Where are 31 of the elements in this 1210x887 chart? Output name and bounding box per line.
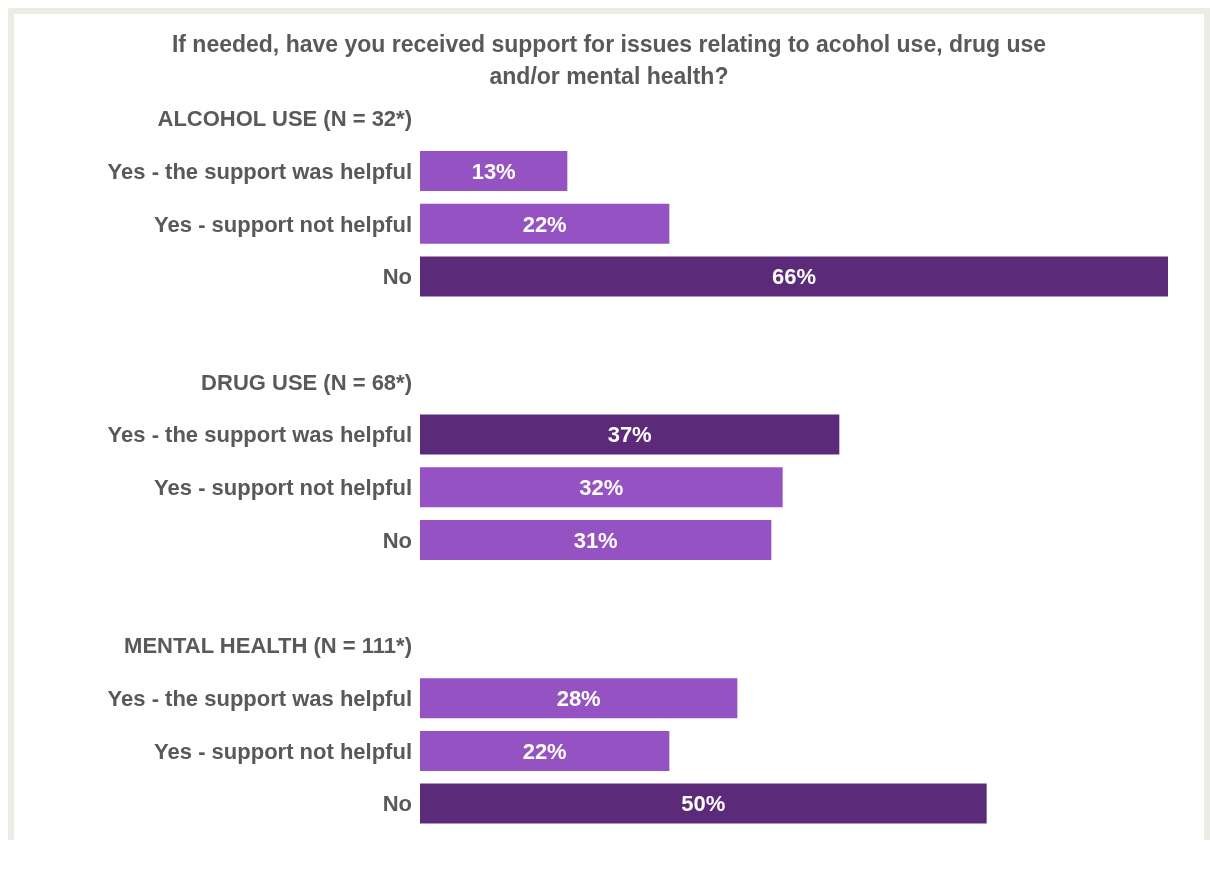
- bar: [420, 678, 738, 719]
- bar: [420, 414, 840, 455]
- bar: [420, 151, 568, 192]
- data-label: 22%: [522, 211, 567, 237]
- y-tick-label: Yes - the support was helpful: [107, 686, 412, 712]
- bar: [420, 520, 772, 561]
- bar: [420, 256, 1168, 297]
- data-label: 22%: [522, 738, 567, 764]
- y-tick-label: DRUG USE (N = 68*): [201, 369, 412, 395]
- y-tick-label: Yes - support not helpful: [154, 211, 412, 237]
- y-tick-label: ALCOHOL USE (N = 32*): [157, 106, 412, 132]
- y-tick-label: Yes - the support was helpful: [107, 422, 412, 448]
- bar: [420, 783, 987, 824]
- bar: [420, 730, 670, 771]
- y-tick-label: MENTAL HEALTH (N = 111*): [124, 633, 412, 659]
- y-tick-label: No: [382, 264, 412, 290]
- data-label: 13%: [471, 158, 516, 184]
- y-tick-label: No: [382, 791, 412, 817]
- y-tick-label: Yes - the support was helpful: [107, 158, 412, 184]
- y-tick-label: Yes - support not helpful: [154, 738, 412, 764]
- bar: [420, 203, 670, 244]
- data-label: 31%: [573, 527, 618, 553]
- y-tick-label: No: [382, 527, 412, 553]
- data-label: 37%: [607, 422, 652, 448]
- chart-title: If needed, have you received support for issues relating to acohol use, drug use and/or mental health?: [170, 30, 1048, 91]
- data-label: 50%: [681, 791, 726, 817]
- bar: [420, 467, 783, 508]
- data-label: 32%: [579, 475, 624, 501]
- data-label: 66%: [771, 264, 817, 290]
- y-tick-label: Yes - support not helpful: [154, 475, 412, 501]
- data-label: 28%: [556, 685, 601, 711]
